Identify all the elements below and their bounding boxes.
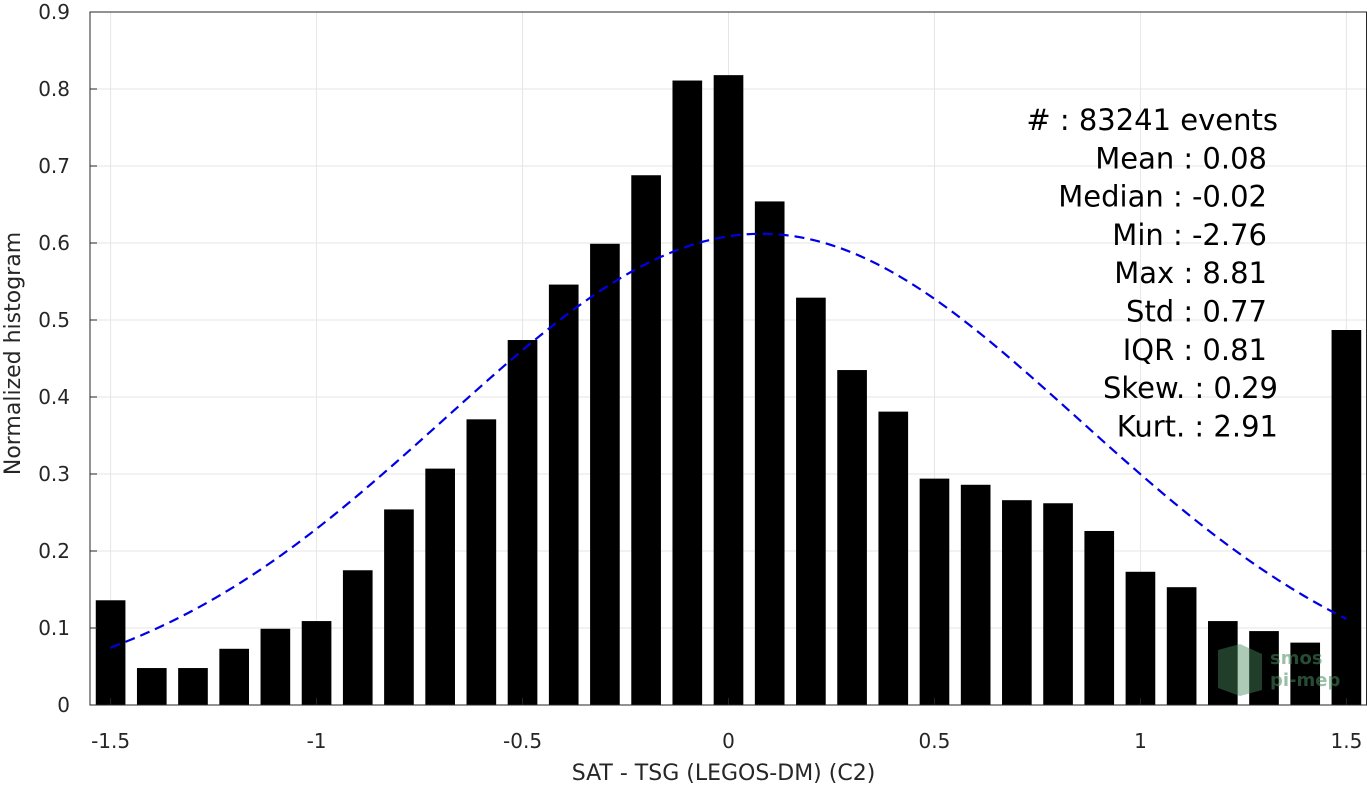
stat-iqr: IQR : 0.81 — [1123, 333, 1267, 367]
bar — [384, 509, 414, 705]
normal-fit-curve — [110, 232, 1347, 649]
y-tick-label: 0.4 — [38, 385, 70, 409]
bar — [754, 201, 785, 706]
smos-pi-mep-logo: smos pi-mep — [1218, 644, 1340, 696]
bar — [219, 648, 250, 705]
y-tick-label: 0.3 — [38, 462, 70, 486]
bar — [301, 621, 332, 705]
x-tick-label: 1.5 — [1330, 729, 1362, 753]
y-tick-label: 0.2 — [38, 539, 70, 563]
bar — [136, 668, 167, 705]
y-tick-label: 0.1 — [38, 616, 70, 640]
bar — [548, 284, 579, 705]
y-tick-label: 0.7 — [38, 154, 70, 178]
x-tick-label: -1 — [307, 729, 327, 753]
bar — [178, 668, 208, 705]
bar — [1207, 621, 1238, 705]
bar-series — [95, 75, 1362, 706]
bar — [260, 628, 291, 705]
bar — [507, 340, 538, 705]
bar — [1290, 642, 1321, 705]
y-tick-label: 0.6 — [38, 231, 70, 255]
bar — [342, 570, 373, 705]
x-axis-label: SAT - TSG (LEGOS-DM) (C2) — [572, 761, 876, 785]
stat-std: Std : 0.77 — [1126, 295, 1267, 329]
bar — [1084, 530, 1115, 705]
bar — [425, 468, 455, 705]
bar — [960, 484, 991, 705]
stat-skew: Skew. : 0.29 — [1103, 371, 1278, 405]
y-tick-label: 0.8 — [38, 77, 70, 101]
y-axis-ticks: 0 0.1 0.2 0.3 0.4 0.5 0.6 0.7 0.8 0.9 — [38, 0, 97, 717]
logo-shape — [1218, 644, 1262, 696]
stat-mean: Mean : 0.08 — [1095, 141, 1267, 175]
stat-median: Median : -0.02 — [1058, 180, 1267, 214]
x-tick-label: -1.5 — [91, 729, 130, 753]
bar — [796, 297, 826, 705]
bar — [878, 411, 909, 705]
x-tick-label: -0.5 — [503, 729, 542, 753]
y-tick-label: 0.5 — [38, 308, 70, 332]
y-tick-label: 0.9 — [38, 0, 70, 24]
x-tick-label: 1 — [1134, 729, 1147, 753]
bar — [590, 243, 620, 705]
logo-text-1: smos — [1270, 648, 1323, 669]
bar — [713, 75, 744, 705]
stat-max: Max : 8.81 — [1114, 256, 1267, 290]
bar — [1125, 571, 1156, 705]
bar — [1002, 500, 1032, 705]
bar — [1166, 587, 1197, 705]
bar — [1043, 503, 1073, 705]
bar — [1331, 330, 1362, 705]
bar — [631, 175, 661, 706]
stats-annotation: # : 83241 events Mean : 0.08 Median : -0… — [1026, 103, 1278, 443]
bar — [919, 478, 950, 705]
bar — [466, 419, 497, 705]
x-tick-label: 0.5 — [919, 729, 951, 753]
logo-text-2: pi-mep — [1270, 670, 1340, 691]
y-tick-label: 0 — [57, 693, 70, 717]
bar — [95, 600, 126, 705]
stat-events: # : 83241 events — [1026, 103, 1278, 137]
x-axis-ticks: -1.5 -1 -0.5 0 0.5 1 1.5 — [91, 698, 1362, 753]
bar — [1249, 631, 1279, 705]
stat-kurt: Kurt. : 2.91 — [1117, 409, 1278, 443]
x-tick-label: 0 — [722, 729, 735, 753]
bar — [672, 80, 703, 705]
y-axis-label: Normalized histogram — [1, 232, 26, 475]
stat-min: Min : -2.76 — [1112, 218, 1267, 252]
bar — [837, 370, 867, 705]
